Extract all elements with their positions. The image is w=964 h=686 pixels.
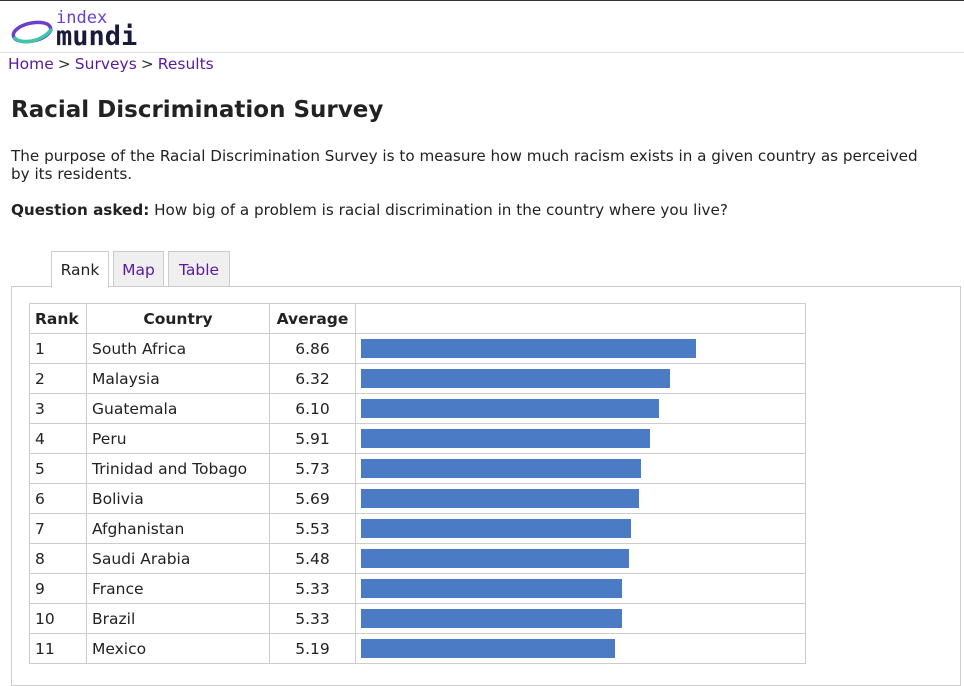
average-cell: 6.10	[269, 393, 356, 424]
question-label: Question asked:	[11, 201, 150, 219]
rank-cell: 2	[29, 363, 87, 394]
country-cell: Bolivia	[86, 483, 270, 514]
bar-cell	[355, 543, 806, 574]
table-row: 8 Saudi Arabia 5.48	[29, 543, 806, 574]
average-bar	[361, 609, 622, 628]
country-cell: Malaysia	[86, 363, 270, 394]
breadcrumb-separator: >	[57, 55, 71, 73]
bar-cell	[355, 513, 806, 544]
country-column-header[interactable]: Country	[86, 303, 270, 334]
orbit-logo-icon	[11, 20, 54, 44]
question-text: How big of a problem is racial discrimin…	[154, 201, 728, 219]
rank-cell: 1	[29, 333, 87, 364]
table-row: 1 South Africa 6.86	[29, 333, 806, 364]
rank-cell: 8	[29, 543, 87, 574]
average-bar	[361, 639, 615, 658]
table-row: 3 Guatemala 6.10	[29, 393, 806, 424]
table-row: 9 France 5.33	[29, 573, 806, 604]
breadcrumb-home-link[interactable]: Home	[8, 55, 54, 73]
average-bar	[361, 459, 641, 478]
average-cell: 5.69	[269, 483, 356, 514]
bar-cell	[355, 333, 806, 364]
logo-word-index: index	[56, 8, 108, 28]
breadcrumb-surveys-link[interactable]: Surveys	[74, 55, 137, 73]
rank-cell: 4	[29, 423, 87, 454]
country-cell: France	[86, 573, 270, 604]
bar-cell	[355, 573, 806, 604]
average-cell: 5.53	[269, 513, 356, 544]
survey-description: The purpose of the Racial Discrimination…	[11, 147, 918, 183]
average-bar	[361, 549, 629, 568]
breadcrumb: Home > Surveys > Results	[8, 55, 214, 73]
table-row: 7 Afghanistan 5.53	[29, 513, 806, 544]
country-cell: Brazil	[86, 603, 270, 634]
average-cell: 6.86	[269, 333, 356, 364]
average-bar	[361, 339, 696, 358]
indexmundi-logo[interactable]: index mundi	[10, 7, 170, 51]
country-cell: Saudi Arabia	[86, 543, 270, 574]
tab-rank[interactable]: Rank	[51, 251, 109, 288]
rank-cell: 5	[29, 453, 87, 484]
question-asked: Question asked: How big of a problem is …	[11, 201, 728, 219]
average-cell: 5.48	[269, 543, 356, 574]
table-row: 2 Malaysia 6.32	[29, 363, 806, 394]
country-cell: Guatemala	[86, 393, 270, 424]
average-bar	[361, 399, 659, 418]
bar-cell	[355, 603, 806, 634]
country-cell: Trinidad and Tobago	[86, 453, 270, 484]
breadcrumb-results-link[interactable]: Results	[157, 55, 214, 73]
rank-cell: 7	[29, 513, 87, 544]
logo-word-mundi: mundi	[56, 21, 138, 52]
bar-cell	[355, 483, 806, 514]
tab-table[interactable]: Table	[168, 251, 230, 287]
country-cell: Peru	[86, 423, 270, 454]
rank-cell: 6	[29, 483, 87, 514]
bar-cell	[355, 633, 806, 664]
site-header: index mundi	[0, 1, 964, 53]
bar-cell	[355, 393, 806, 424]
table-row: 11 Mexico 5.19	[29, 633, 806, 664]
bar-cell	[355, 363, 806, 394]
rank-cell: 10	[29, 603, 87, 634]
average-cell: 5.73	[269, 453, 356, 484]
bar-cell	[355, 453, 806, 484]
average-cell: 5.19	[269, 633, 356, 664]
average-bar	[361, 579, 622, 598]
table-row: 4 Peru 5.91	[29, 423, 806, 454]
average-cell: 6.32	[269, 363, 356, 394]
average-column-header[interactable]: Average	[269, 303, 356, 334]
rank-table: Rank Country Average 1 South Africa 6.86 2 M…	[29, 303, 806, 664]
rank-cell: 9	[29, 573, 87, 604]
rank-table-body: 1 South Africa 6.86 2 Malaysia 6.32 3 Guatemala…	[29, 333, 806, 664]
rank-column-header[interactable]: Rank	[29, 303, 87, 334]
table-row: 6 Bolivia 5.69	[29, 483, 806, 514]
page-title: Racial Discrimination Survey	[11, 97, 384, 123]
average-cell: 5.33	[269, 573, 356, 604]
country-cell: South Africa	[86, 333, 270, 364]
rank-panel: Rank Country Average 1 South Africa 6.86 2 M…	[11, 286, 961, 686]
average-cell: 5.33	[269, 603, 356, 634]
table-row: 5 Trinidad and Tobago 5.73	[29, 453, 806, 484]
rank-cell: 3	[29, 393, 87, 424]
tab-map[interactable]: Map	[113, 251, 164, 287]
rank-cell: 11	[29, 633, 87, 664]
table-row: 10 Brazil 5.33	[29, 603, 806, 634]
bar-column-header	[355, 303, 806, 334]
average-bar	[361, 369, 670, 388]
average-bar	[361, 489, 639, 508]
table-header-row: Rank Country Average	[29, 303, 806, 334]
average-bar	[361, 429, 650, 448]
country-cell: Mexico	[86, 633, 270, 664]
bar-cell	[355, 423, 806, 454]
average-bar	[361, 519, 631, 538]
average-cell: 5.91	[269, 423, 356, 454]
breadcrumb-separator: >	[140, 55, 154, 73]
country-cell: Afghanistan	[86, 513, 270, 544]
